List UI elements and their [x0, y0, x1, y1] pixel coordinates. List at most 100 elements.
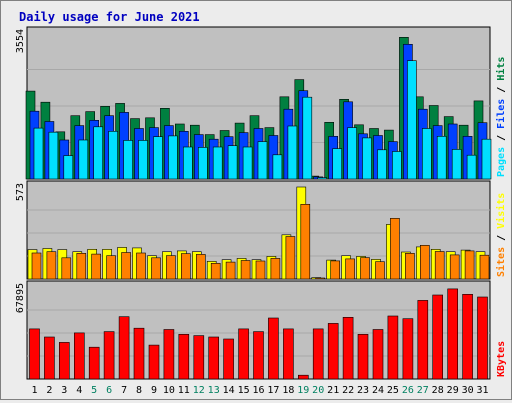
- bar-pages-day-31: [481, 138, 492, 180]
- bar-kbytes-day-27: [417, 300, 429, 380]
- bar-pages-day-2: [48, 131, 59, 180]
- bar-sites-day-5: [91, 253, 101, 280]
- bar-sites-day-16: [255, 260, 266, 280]
- legend-entry-pages: Pages: [496, 147, 507, 177]
- bar-sites-day-29: [449, 254, 460, 280]
- bar-kbytes-day-15: [238, 328, 249, 380]
- bar-pages-day-13: [212, 146, 223, 180]
- bar-kbytes-day-25: [387, 315, 399, 380]
- bar-sites-day-15: [240, 260, 251, 280]
- bar-pages-day-7: [123, 140, 133, 180]
- bar-kbytes-day-11: [178, 333, 190, 380]
- x-tick-label-13: 13: [208, 385, 220, 396]
- bar-kbytes-day-10: [163, 329, 175, 380]
- bar-sites-day-19: [300, 204, 311, 280]
- x-tick-label-22: 22: [342, 385, 354, 396]
- legend: KBytes: [496, 341, 507, 377]
- legend: Pages / Files / Hits: [495, 57, 507, 177]
- x-tick-label-1: 1: [31, 385, 37, 396]
- panel-kbytes: 67895 KBytes: [15, 280, 507, 380]
- bar-pages-day-18: [287, 125, 298, 180]
- bar-sites-day-18: [285, 236, 296, 280]
- bar-pages-day-11: [183, 146, 193, 180]
- bar-sites-day-14: [225, 261, 236, 280]
- bar-sites-day-12: [196, 254, 206, 280]
- legend-entry-sites: Sites: [495, 247, 507, 277]
- bar-pages-day-17: [272, 154, 283, 180]
- bar-kbytes-day-4: [74, 332, 85, 380]
- bar-kbytes-day-5: [88, 346, 100, 380]
- bar-kbytes-day-2: [44, 336, 55, 380]
- bar-sites-day-21: [330, 260, 341, 280]
- bar-sites-day-20: [315, 277, 326, 280]
- x-tick-label-29: 29: [447, 385, 459, 396]
- legend-separator: /: [496, 229, 507, 247]
- legend-separator: /: [496, 129, 507, 147]
- legend-separator: /: [496, 81, 507, 99]
- bar-pages-day-16: [257, 141, 268, 180]
- bar-sites-day-6: [106, 255, 116, 280]
- x-tick-label-2: 2: [46, 385, 52, 396]
- bar-kbytes-day-23: [357, 333, 369, 380]
- x-tick-label-24: 24: [372, 385, 384, 396]
- bar-sites-day-31: [479, 254, 490, 280]
- x-tick-label-23: 23: [357, 385, 369, 396]
- bar-sites-day-23: [360, 257, 370, 280]
- legend-entry-visits: Visits: [495, 193, 507, 229]
- bar-sites-day-22: [345, 258, 355, 280]
- bar-sites-day-24: [375, 261, 385, 280]
- bar-pages-day-14: [227, 145, 238, 180]
- bar-kbytes-day-22: [342, 316, 354, 380]
- bar-kbytes-day-16: [253, 331, 264, 380]
- bar-pages-day-26: [407, 60, 417, 180]
- legend-entry-kbytes: KBytes: [496, 341, 507, 377]
- bar-pages-day-19: [302, 96, 313, 180]
- bar-pages-day-9: [153, 136, 163, 180]
- x-tick-label-12: 12: [193, 385, 205, 396]
- bar-pages-day-29: [451, 149, 462, 180]
- bar-pages-day-25: [392, 151, 402, 180]
- bar-kbytes-day-28: [432, 294, 444, 380]
- x-tick-label-14: 14: [223, 385, 235, 396]
- bar-kbytes-day-1: [29, 328, 40, 380]
- bar-kbytes-day-21: [327, 323, 339, 380]
- bar-kbytes-day-13: [208, 336, 219, 380]
- x-tick-label-17: 17: [267, 385, 279, 396]
- y-max-label: 3554: [15, 29, 26, 53]
- x-tick-label-8: 8: [136, 385, 142, 396]
- bar-sites-day-8: [136, 252, 146, 280]
- bar-pages-day-8: [138, 140, 148, 180]
- bar-pages-day-10: [168, 135, 178, 180]
- bar-kbytes-day-6: [103, 331, 115, 380]
- bar-pages-day-12: [198, 147, 208, 180]
- bar-kbytes-day-12: [193, 335, 205, 380]
- x-tick-label-25: 25: [387, 385, 399, 396]
- bar-sites-day-26: [405, 253, 415, 280]
- x-tick-label-4: 4: [76, 385, 82, 396]
- bar-sites-day-10: [166, 255, 176, 280]
- x-tick-label-30: 30: [462, 385, 474, 396]
- bar-sites-day-2: [46, 251, 57, 280]
- x-axis-labels: 1 2 3 4 5 6 7 8 9 10 11 12 13 14 15 16 17 18 19 20 21 22 23 24 2…: [31, 385, 488, 396]
- bar-pages-day-20: [317, 177, 328, 180]
- x-tick-label-10: 10: [163, 385, 175, 396]
- legend-entry-files: Files: [495, 99, 507, 129]
- bar-pages-day-28: [436, 136, 447, 180]
- bar-pages-day-30: [466, 154, 477, 180]
- bar-pages-day-21: [332, 148, 343, 180]
- bar-kbytes-day-26: [402, 318, 414, 380]
- x-tick-label-27: 27: [417, 385, 429, 396]
- bar-pages-day-15: [242, 146, 253, 180]
- bar-kbytes-day-31: [477, 296, 488, 380]
- chart-title: Daily usage for June 2021: [19, 10, 200, 24]
- x-tick-label-15: 15: [238, 385, 250, 396]
- chart-panels: 3554 Pages / Files / Hits 573 Sites / Visit…: [15, 26, 507, 380]
- bar-sites-day-3: [61, 257, 72, 280]
- bar-pages-day-4: [78, 139, 89, 180]
- bar-sites-day-7: [121, 252, 131, 280]
- bar-kbytes-day-24: [372, 329, 384, 380]
- bar-sites-day-27: [419, 245, 430, 280]
- x-tick-label-16: 16: [252, 385, 264, 396]
